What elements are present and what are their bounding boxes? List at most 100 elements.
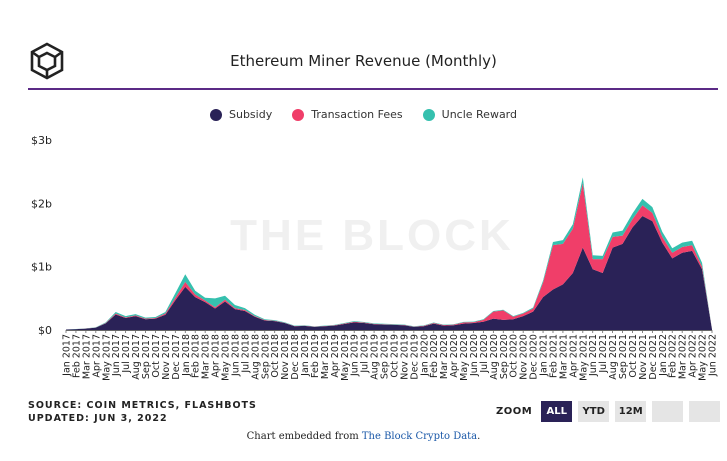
x-tick-label: Dec 2019 — [409, 334, 420, 380]
embed-note: Chart embedded from The Block Crypto Dat… — [0, 431, 727, 442]
x-tick-label: Mar 2022 — [678, 334, 689, 379]
x-tick-label: Oct 2019 — [389, 334, 400, 378]
x-tick-label: Jul 2020 — [479, 334, 490, 374]
x-tick-label: Feb 2017 — [71, 334, 82, 378]
x-tick-label: Jun 2018 — [230, 334, 241, 377]
x-tick-label: Aug 2020 — [489, 334, 500, 380]
x-tick-label: Dec 2021 — [648, 334, 659, 380]
x-tick-label: Jan 2018 — [181, 334, 192, 377]
x-tick-label: Sep 2020 — [499, 334, 510, 379]
x-tick-label: Oct 2018 — [270, 334, 281, 378]
embed-prefix: Chart embedded from — [246, 431, 362, 442]
x-tick-label: Feb 2022 — [668, 334, 679, 378]
title-divider — [28, 88, 718, 90]
embed-suffix: . — [477, 431, 481, 442]
x-tick-label: Sep 2019 — [380, 334, 391, 379]
x-tick-label: Jun 2017 — [111, 334, 122, 377]
legend-label-uncle-reward: Uncle Reward — [441, 108, 517, 121]
x-tick-label: Aug 2018 — [250, 334, 261, 380]
x-tick-label: Jan 2019 — [300, 334, 311, 377]
x-tick-label: Apr 2019 — [330, 334, 341, 378]
x-tick-label: Jun 2020 — [469, 334, 480, 377]
x-tick-label: Aug 2021 — [608, 334, 619, 380]
x-tick-label: Feb 2020 — [429, 334, 440, 378]
x-tick-label: Nov 2017 — [161, 334, 172, 380]
zoom-all-button[interactable]: ALL — [541, 401, 573, 422]
legend-swatch-transaction-fees — [292, 108, 305, 121]
x-tick-label: May 2019 — [340, 334, 351, 381]
x-tick-label: Mar 2021 — [558, 334, 569, 379]
legend-item-uncle-reward[interactable]: Uncle Reward — [422, 108, 517, 121]
chart-title: Ethereum Miner Revenue (Monthly) — [230, 52, 497, 70]
x-tick-label: Feb 2021 — [548, 334, 559, 378]
x-tick-label: Sep 2018 — [260, 334, 271, 379]
x-tick-label: Jul 2021 — [598, 334, 609, 374]
x-tick-label: Mar 2019 — [320, 334, 331, 379]
y-tick-label-2: $2b — [31, 197, 52, 210]
source-notes: SOURCE: COIN METRICS, FLASHBOTS UPDATED:… — [28, 399, 257, 425]
x-tick-label: Sep 2017 — [141, 334, 152, 379]
x-tick-label: Dec 2018 — [290, 334, 301, 380]
x-tick-label: Dec 2017 — [171, 334, 182, 380]
x-tick-label: May 2017 — [101, 334, 112, 381]
x-tick-label: Jan 2021 — [539, 334, 550, 377]
y-tick-label-0: $0 — [38, 324, 52, 337]
x-tick-label: Nov 2021 — [638, 334, 649, 380]
zoom-ytd-button[interactable]: YTD — [578, 401, 610, 422]
zoom-label: ZOOM — [496, 406, 533, 417]
x-tick-label: Mar 2018 — [201, 334, 212, 379]
x-tick-label: Dec 2020 — [529, 334, 540, 380]
embed-link[interactable]: The Block Crypto Data — [361, 431, 478, 442]
x-tick-label: Apr 2018 — [211, 334, 222, 378]
x-tick-label: Jun 2021 — [588, 334, 599, 377]
x-tick-label: Jul 2019 — [360, 334, 371, 374]
y-tick-label-3: $3b — [31, 134, 52, 147]
x-tick-label: Feb 2019 — [310, 334, 321, 378]
x-tick-label: Apr 2017 — [91, 334, 102, 378]
legend-swatch-uncle-reward — [422, 108, 435, 121]
x-tick-label: Nov 2018 — [280, 334, 291, 380]
x-tick-label: Jun 2022 — [708, 334, 719, 377]
y-tick-label-1: $1b — [31, 261, 52, 274]
zoom-12m-button[interactable]: 12M — [615, 401, 647, 422]
x-tick-label: Mar 2017 — [81, 334, 92, 379]
chart-legend: Subsidy Transaction Fees Uncle Reward — [0, 108, 727, 121]
x-tick-label: Jun 2019 — [350, 334, 361, 377]
series-area-subsidy — [66, 216, 712, 330]
x-tick-label: Jan 2022 — [658, 334, 669, 377]
x-tick-label: Jan 2017 — [62, 334, 73, 377]
x-tick-label: Nov 2019 — [399, 334, 410, 380]
x-tick-label: Jan 2020 — [419, 334, 430, 377]
x-tick-label: Aug 2017 — [131, 334, 142, 380]
x-tick-label: May 2020 — [459, 334, 470, 381]
x-tick-label: Feb 2018 — [191, 334, 202, 378]
x-tick-label: Oct 2017 — [151, 334, 162, 378]
x-tick-label: Oct 2021 — [628, 334, 639, 378]
watermark-text: THE BLOCK — [230, 211, 514, 260]
zoom-controls: ZOOM ALL YTD 12M — [496, 401, 721, 422]
x-tick-label: Oct 2020 — [509, 334, 520, 378]
source-text: SOURCE: COIN METRICS, FLASHBOTS — [28, 400, 257, 411]
x-tick-label: May 2018 — [221, 334, 232, 381]
legend-label-transaction-fees: Transaction Fees — [311, 108, 403, 121]
x-tick-label: Nov 2020 — [519, 334, 530, 380]
zoom-extra-button-2[interactable] — [689, 401, 721, 422]
x-tick-label: Apr 2020 — [449, 334, 460, 378]
legend-item-subsidy[interactable]: Subsidy — [210, 108, 272, 121]
legend-label-subsidy: Subsidy — [229, 108, 273, 121]
x-tick-label: Apr 2022 — [688, 334, 699, 378]
x-tick-label: Sep 2021 — [618, 334, 629, 379]
legend-item-transaction-fees[interactable]: Transaction Fees — [292, 108, 403, 121]
x-tick-label: Jul 2017 — [121, 334, 132, 374]
legend-swatch-subsidy — [210, 108, 222, 121]
x-tick-label: Jul 2018 — [240, 334, 251, 374]
x-tick-label: Apr 2021 — [568, 334, 579, 378]
updated-text: UPDATED: JUN 3, 2022 — [28, 413, 168, 424]
x-tick-label: Mar 2020 — [439, 334, 450, 379]
x-tick-label: Aug 2019 — [370, 334, 381, 380]
the-block-cube-icon — [30, 42, 64, 80]
zoom-extra-button-1[interactable] — [652, 401, 684, 422]
x-tick-label: May 2021 — [578, 334, 589, 381]
